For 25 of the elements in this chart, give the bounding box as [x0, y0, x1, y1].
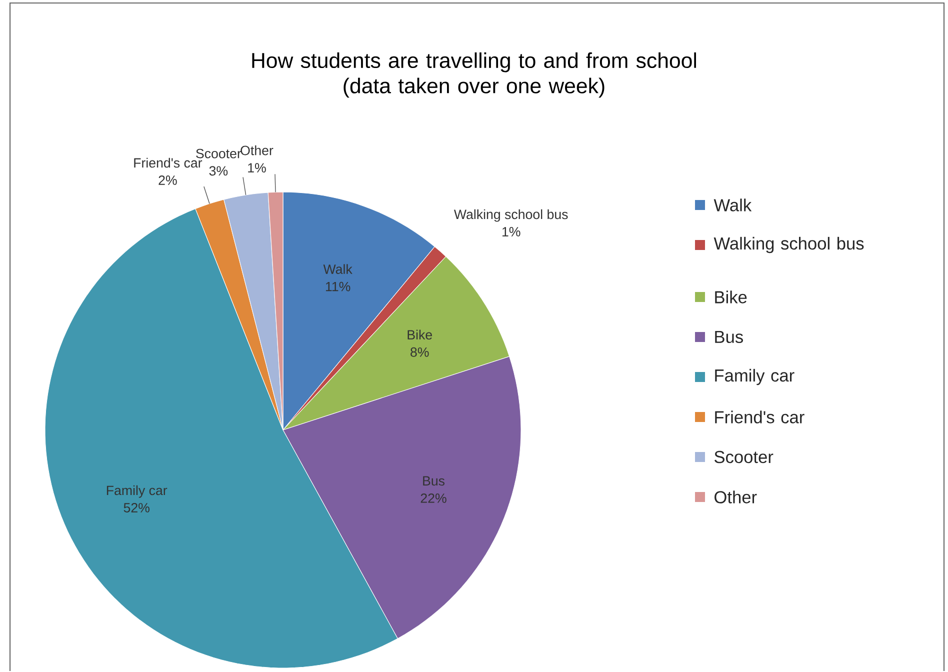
- legend-label: Family car: [715, 369, 794, 386]
- slice-label: Friend's car: [134, 158, 202, 168]
- data-label: 22%: [420, 494, 446, 504]
- legend-label: Friend's car: [715, 410, 804, 424]
- data-label: 1%: [248, 163, 266, 173]
- legend-label: Scooter: [714, 451, 774, 464]
- slice-label: Family car: [106, 486, 168, 498]
- slice-label: Bike: [408, 330, 432, 340]
- chart-title: How students are travelling to and from school (data taken over one week): [252, 52, 696, 98]
- data-label: 2%: [158, 176, 177, 186]
- legend-label: Walking school bus: [714, 237, 864, 254]
- slice-label: Other: [240, 146, 274, 156]
- slice-label: Bus: [423, 476, 445, 486]
- legend-label: Bike: [715, 290, 747, 304]
- data-label: 11%: [326, 282, 350, 292]
- data-label: 3%: [209, 166, 228, 176]
- slice-label: Walk: [323, 264, 352, 274]
- legend-label: Bus: [715, 331, 743, 344]
- legend-label: Walk: [714, 198, 752, 212]
- slice-label: Walking school bus: [454, 210, 568, 222]
- data-label: 52%: [124, 503, 150, 513]
- slice-label: Scooter: [196, 149, 242, 158]
- data-label: 1%: [502, 227, 520, 237]
- data-label: 8%: [410, 348, 429, 358]
- legend-label: Other: [714, 490, 757, 504]
